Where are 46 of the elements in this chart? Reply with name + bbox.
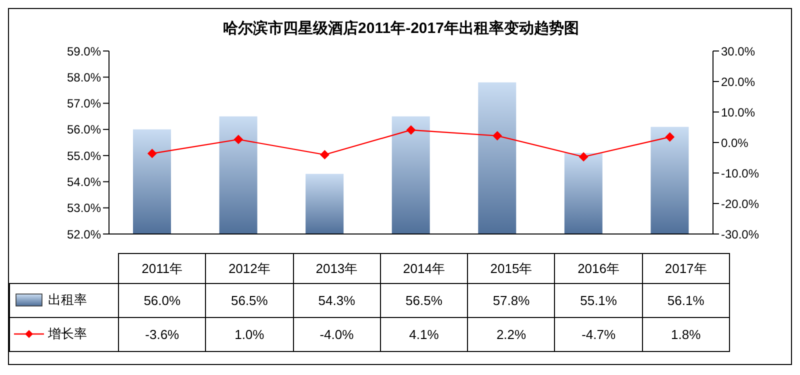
data-label: 2.2% <box>468 318 555 352</box>
y2-tick-label: 0.0% <box>721 136 749 150</box>
y-tick-label: 53.0% <box>66 201 102 216</box>
data-label: 54.3% <box>293 284 380 318</box>
y-tick-label: 52.0% <box>66 227 102 242</box>
x-tick-label: 2011年 <box>118 254 206 284</box>
data-label: -4.7% <box>554 318 642 352</box>
data-label: 1.0% <box>206 318 294 352</box>
data-label: 56.5% <box>206 284 294 318</box>
y2-tick-label: 20.0% <box>721 74 756 89</box>
y-tick-label: 58.0% <box>66 70 102 84</box>
y2-tick-label: -10.0% <box>721 166 760 180</box>
legend-label: 增长率 <box>47 325 87 343</box>
y2-tick-label: 30.0% <box>721 44 756 58</box>
data-label: 4.1% <box>380 318 468 352</box>
y-tick-label: 59.0% <box>66 44 102 58</box>
point <box>148 148 157 158</box>
x-tick-label: 2012年 <box>206 254 294 284</box>
y2-tick-label: 10.0% <box>721 105 756 120</box>
point <box>406 125 416 134</box>
data-label: -3.6% <box>118 318 206 352</box>
data-label: 56.0% <box>118 284 206 318</box>
data-label: 56.5% <box>380 284 468 318</box>
chart-title: 哈尔滨市四星级酒店2011年-2017年出租率变动趋势图 <box>222 19 580 38</box>
y2-tick-label: -30.0% <box>721 227 760 242</box>
x-tick-label: 2017年 <box>642 254 730 284</box>
x-tick-label: 2014年 <box>380 254 468 284</box>
point <box>492 131 502 140</box>
x-tick-label: 2016年 <box>554 254 642 284</box>
point <box>234 134 243 144</box>
data-label: 1.8% <box>642 318 730 352</box>
y-tick-label: 55.0% <box>66 148 102 163</box>
data-label: 55.1% <box>554 284 642 318</box>
legend-label: 出租率 <box>47 291 87 309</box>
data-label: -4.0% <box>293 318 380 352</box>
data-label: 57.8% <box>468 284 555 318</box>
x-tick-label: 2015年 <box>468 254 555 284</box>
x-tick-label: 2013年 <box>293 254 380 284</box>
y2-tick-label: -20.0% <box>721 196 760 211</box>
point <box>320 150 330 160</box>
data-label: 56.1% <box>642 284 730 318</box>
point <box>579 152 588 162</box>
y-tick-label: 57.0% <box>66 96 102 111</box>
y-tick-label: 56.0% <box>66 122 102 137</box>
y-tick-label: 54.0% <box>66 174 102 189</box>
point <box>665 132 674 142</box>
